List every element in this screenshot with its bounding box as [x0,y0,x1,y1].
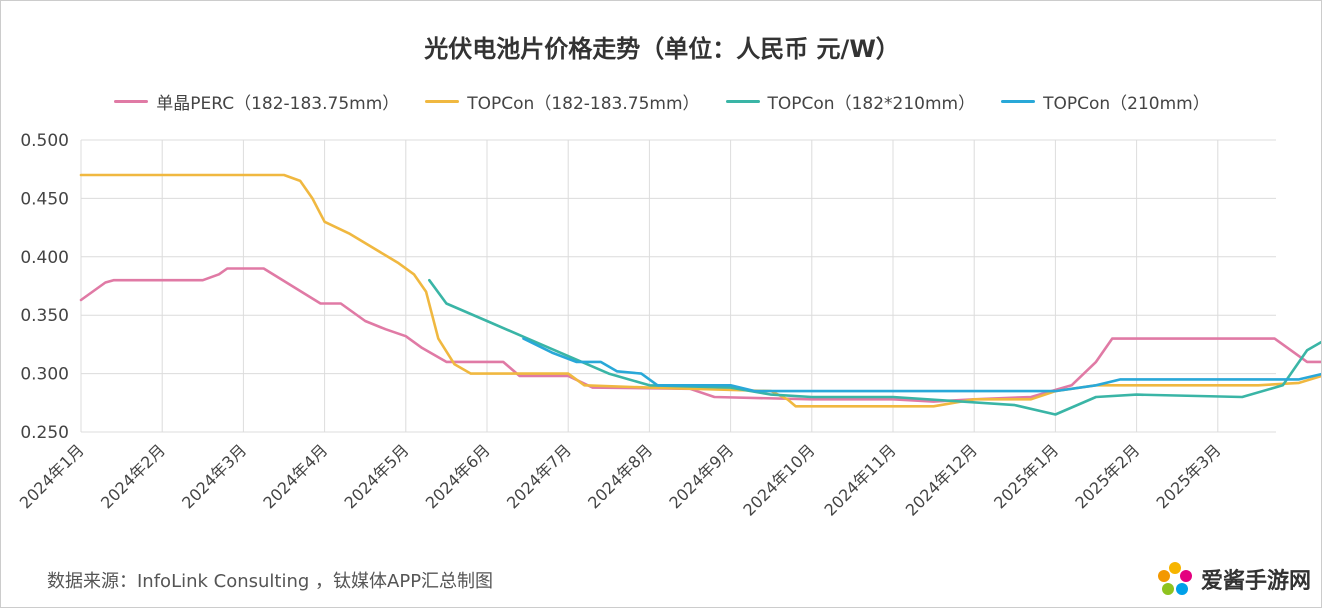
series-line [79,267,1321,403]
legend-item[interactable]: TOPCon（182*210mm） [725,89,976,114]
series-line [79,173,1321,408]
pinwheel-logo-icon [1157,562,1192,595]
legend-label: 单晶PERC（182-183.75mm） [156,94,400,114]
watermark-text: 爱酱手游网 [1200,569,1311,594]
y-tick-label: 0.400 [20,248,69,268]
legend-item[interactable]: 单晶PERC（182-183.75mm） [114,89,399,114]
series-line [428,278,1321,416]
watermark: 爱酱手游网 [1155,559,1311,599]
x-tick-label: 2024年6月 [422,440,494,512]
legend-swatch [114,100,149,103]
x-tick-label: 2024年8月 [584,440,656,512]
y-tick-label: 0.350 [20,306,69,326]
x-tick-label: 2024年10月 [739,440,818,519]
y-tick-label: 0.500 [20,131,69,151]
legend-swatch [725,100,760,103]
x-tick-label: 2024年12月 [902,440,981,519]
x-tick-label: 2025年1月 [990,440,1062,512]
y-tick-label: 0.450 [20,189,69,209]
legend-item[interactable]: TOPCon（210mm） [1001,89,1210,114]
source-note: 数据来源：InfoLink Consulting ，钛媒体APP汇总制图 [47,571,494,592]
series-line [522,337,1321,393]
legend-label: TOPCon（182*210mm） [767,94,976,114]
y-tick-label: 0.300 [20,365,69,385]
x-tick-label: 2024年5月 [341,440,413,512]
legend-swatch [1001,100,1036,103]
x-tick-label: 2024年11月 [821,440,900,519]
legend: 单晶PERC（182-183.75mm） TOPCon（182-183.75mm… [1,89,1321,114]
x-tick-label: 2024年4月 [259,440,331,512]
x-tick-label: 2024年3月 [178,440,250,512]
chart-title: 光伏电池片价格走势（单位：人民币 元/W） [424,35,900,63]
x-tick-label: 2024年2月 [97,440,169,512]
legend-item[interactable]: TOPCon（182-183.75mm） [425,89,700,114]
legend-swatch [425,100,460,103]
legend-label: TOPCon（210mm） [1043,94,1210,114]
legend-label: TOPCon（182-183.75mm） [467,94,700,114]
x-tick-label: 2024年7月 [503,440,575,512]
x-tick-label: 2025年2月 [1071,440,1143,512]
y-tick-label: 0.250 [20,423,69,443]
x-tick-label: 2024年1月 [16,440,88,512]
x-tick-label: 2025年3月 [1153,440,1225,512]
x-tick-label: 2024年9月 [665,440,737,512]
